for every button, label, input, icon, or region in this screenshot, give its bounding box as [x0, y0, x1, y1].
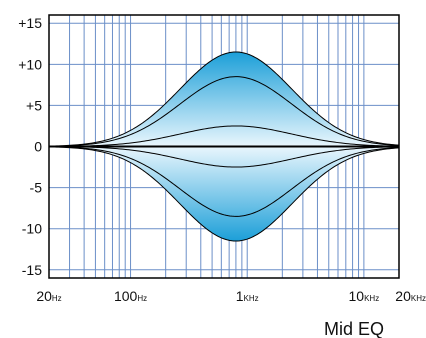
- y-tick-label: -10: [22, 221, 42, 237]
- y-tick-label: -5: [30, 180, 43, 196]
- eq-curve-5: [49, 146, 399, 217]
- tick-labels: +15 +10 +5 0 -5 -10 -15 20Hz 100Hz 1KHz 10KHz 20KHz: [18, 15, 426, 304]
- x-tick-label: 100Hz: [114, 288, 147, 304]
- eq-curve-6: [49, 146, 399, 242]
- eq-curve-4: [49, 146, 399, 168]
- x-tick-label: 20KHz: [395, 288, 426, 304]
- y-tick-label: +5: [26, 97, 42, 113]
- eq-curves: [49, 51, 399, 242]
- chart-caption: Mid EQ: [324, 319, 384, 338]
- x-tick-label: 20Hz: [36, 288, 61, 304]
- x-tick-label: 10KHz: [349, 288, 380, 304]
- y-tick-label: +15: [18, 15, 42, 31]
- curve-fills: [49, 51, 399, 242]
- eq-curve-3: [49, 125, 399, 147]
- eq-curve-2: [49, 76, 399, 147]
- y-tick-label: 0: [34, 139, 42, 155]
- eq-curve-1: [49, 51, 399, 147]
- axes: [48, 14, 400, 279]
- negative-cut-fill: [49, 146, 399, 242]
- positive-boost-fill: [49, 51, 399, 147]
- y-tick-label: -15: [22, 262, 42, 278]
- x-tick-label: 1KHz: [236, 288, 259, 304]
- y-tick-label: +10: [18, 56, 42, 72]
